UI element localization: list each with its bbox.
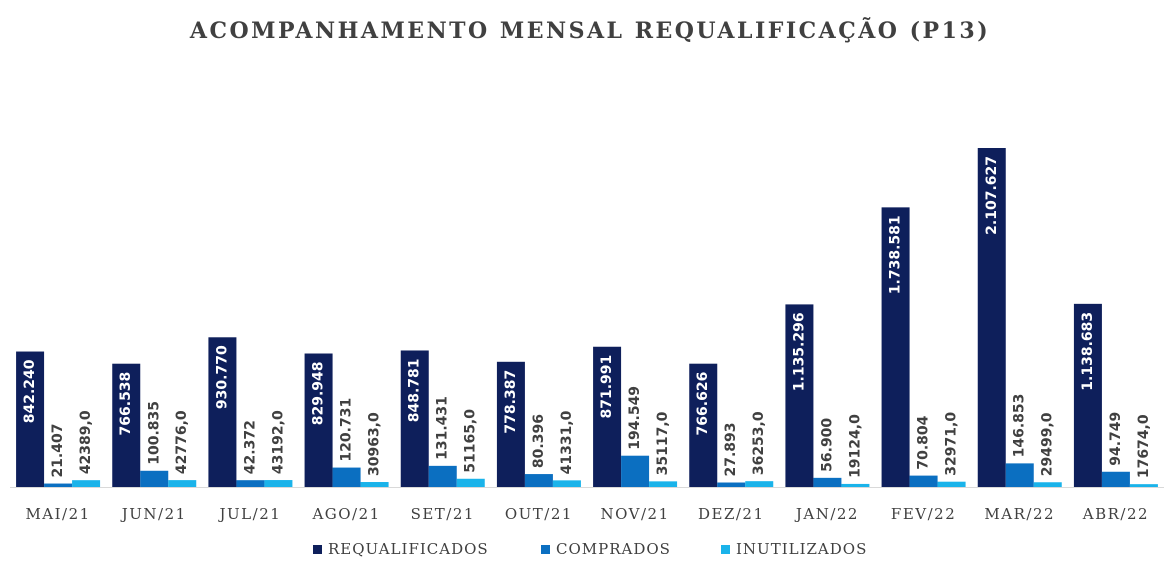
chart-title: ACOMPANHAMENTO MENSAL REQUALIFICAÇÃO (P1… [189,17,990,44]
bar [813,477,842,487]
data-label: 120.731 [339,398,355,462]
data-label: 17674,0 [1136,414,1152,478]
legend-marker [313,545,322,554]
data-label: 930.770 [214,345,230,409]
data-label: 42776,0 [174,410,190,474]
x-tick-label: NOV/21 [601,505,670,523]
bar [937,481,966,487]
data-label: 2.107.627 [984,156,1000,235]
data-label: 29499,0 [1040,412,1056,476]
bar [689,363,718,487]
data-label: 70.804 [916,415,932,469]
bar [977,148,1006,487]
bar [1073,303,1102,487]
bar [72,480,101,487]
data-label: 100.835 [146,401,162,465]
bar [552,480,581,487]
bar [841,483,870,487]
data-label: 30963,0 [367,412,383,476]
data-label: 51165,0 [463,409,479,473]
bar [1033,482,1062,487]
bar [428,465,457,487]
data-label: 842.240 [22,359,38,423]
bar [44,483,73,487]
data-label: 21.407 [50,424,66,478]
bar [524,474,553,487]
bar [264,480,293,487]
data-label: 1.138.683 [1080,312,1096,391]
legend-label: COMPRADOS [556,540,671,558]
bar [168,480,197,487]
x-tick-label: OUT/21 [505,505,573,523]
bar [456,478,485,487]
data-label: 27.893 [723,422,739,476]
x-tick-label: MAR/22 [984,505,1055,523]
data-label: 56.900 [819,418,835,472]
bar [717,482,746,487]
data-label: 32971,0 [944,412,960,476]
data-label: 146.853 [1012,394,1028,458]
data-label: 41331,0 [559,410,575,474]
bar [360,482,389,487]
bar [621,455,650,487]
data-label: 871.991 [599,355,615,419]
bar [649,481,678,487]
data-label: 1.135.296 [791,312,807,391]
data-label: 194.549 [627,386,643,450]
x-tick-label: ABR/22 [1082,505,1149,523]
bar [1005,463,1034,487]
bar [112,363,141,487]
legend-marker [721,545,730,554]
data-label: 778.387 [503,370,519,434]
bar [745,481,774,487]
data-label: 766.538 [118,372,134,436]
bar [16,351,45,487]
bar [496,361,525,487]
x-tick-label: JAN/22 [794,505,859,523]
bar [304,353,333,487]
bar [140,470,169,487]
x-tick-label: SET/21 [411,505,475,523]
data-label: 766.626 [695,372,711,436]
x-tick-label: JUN/21 [120,505,187,523]
bar [1101,471,1130,487]
legend-label: REQUALIFICADOS [328,540,489,558]
x-tick-label: MAI/21 [25,505,90,523]
legend-label: INUTILIZADOS [736,540,867,558]
data-label: 1.738.581 [888,215,904,294]
legend-marker [541,545,550,554]
data-label: 94.749 [1108,412,1124,466]
data-label: 19124,0 [847,414,863,478]
data-label: 848.781 [407,358,423,422]
data-label: 36253,0 [751,411,767,475]
x-tick-label: FEV/22 [891,505,956,523]
bar [400,350,429,487]
bar [593,346,622,487]
bar [881,207,910,487]
data-label: 42389,0 [78,410,94,474]
bar [236,480,265,487]
data-label: 829.948 [311,362,327,426]
bar [785,304,814,487]
data-label: 43192,0 [270,410,286,474]
x-tick-label: AGO/21 [311,505,380,523]
data-label: 80.396 [531,414,547,468]
bar [909,475,938,487]
x-tick-label: JUL/21 [218,505,282,523]
data-label: 35117,0 [655,411,671,475]
data-label: 131.431 [435,396,451,460]
x-tick-label: DEZ/21 [698,505,765,523]
bar [1129,484,1158,487]
bar [332,467,361,487]
bar [208,337,237,487]
data-label: 42.372 [242,420,258,474]
